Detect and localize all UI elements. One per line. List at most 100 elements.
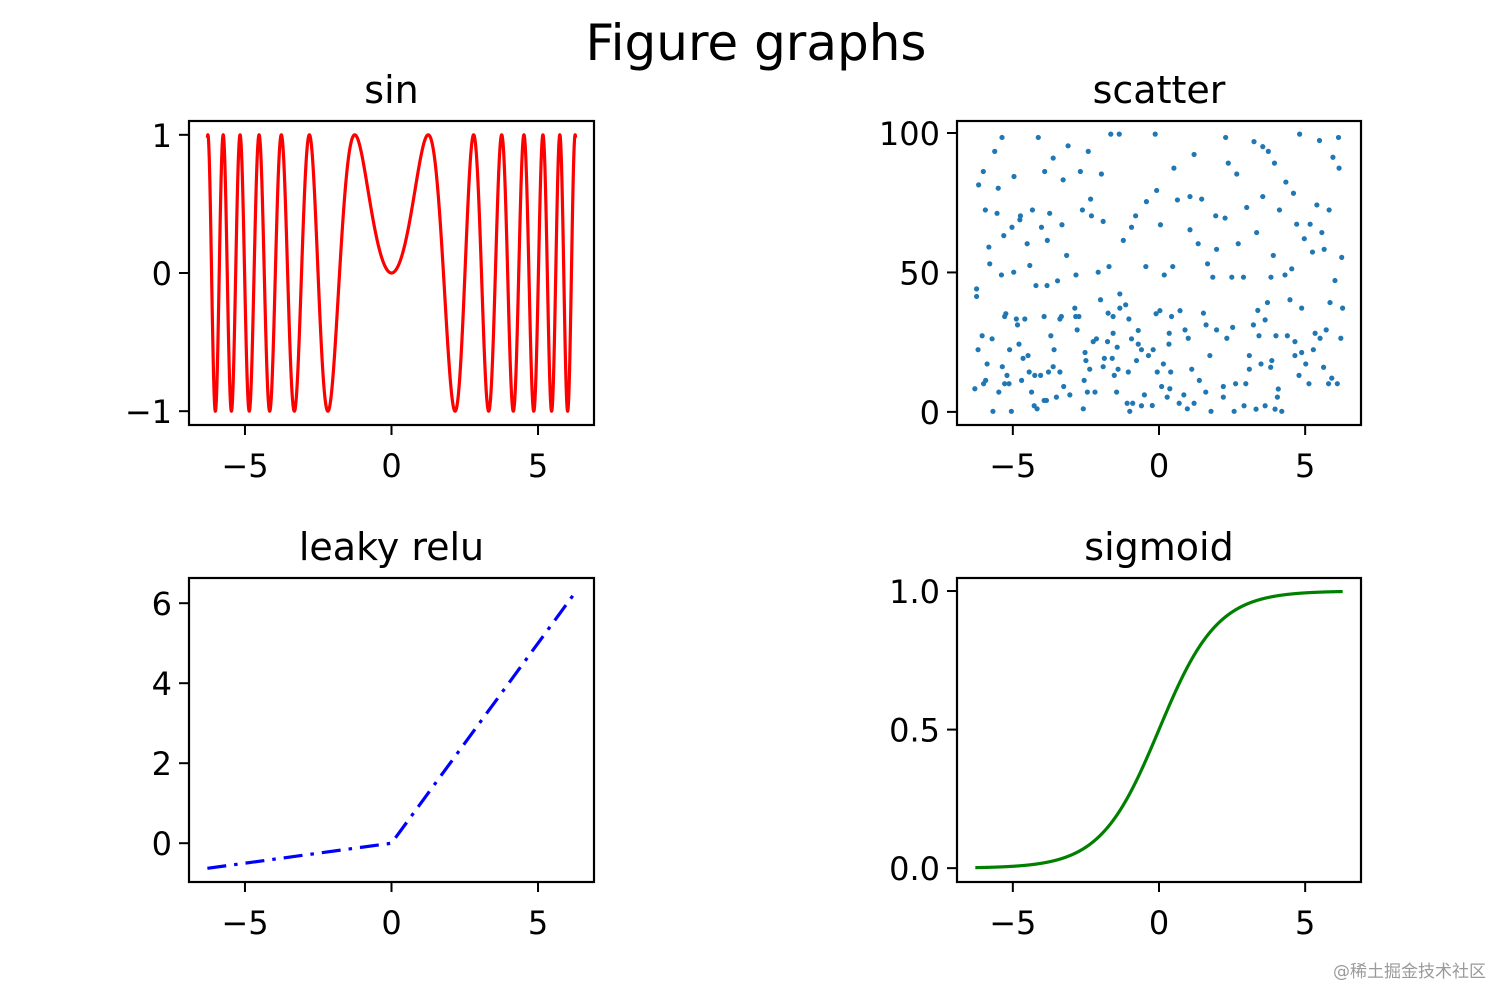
scatter-point <box>1338 335 1344 341</box>
scatter-point <box>1054 278 1061 284</box>
scatter-point <box>1317 335 1323 341</box>
scatter-point <box>1213 246 1220 252</box>
scatter-point <box>1152 131 1158 137</box>
scatter-point <box>1153 311 1159 317</box>
scatter-point <box>1042 168 1048 175</box>
scatter-point <box>1320 364 1327 370</box>
scatter-point <box>1002 313 1008 320</box>
scatter-point <box>1222 215 1228 221</box>
scatter-point <box>1166 330 1172 336</box>
scatter-point <box>1125 369 1131 375</box>
scatter-point <box>1116 131 1122 137</box>
scatter-point <box>1246 352 1252 359</box>
x-tick-label: 0 <box>381 447 401 485</box>
scatter-point <box>1231 408 1237 414</box>
scatter-point <box>1241 403 1247 409</box>
scatter-point <box>1061 383 1067 390</box>
scatter-point <box>1316 137 1323 144</box>
scatter-point <box>989 336 995 342</box>
scatter-point <box>1207 352 1213 359</box>
scatter-point <box>1059 222 1065 228</box>
x-tick-label: 0 <box>1149 447 1169 485</box>
scatter-point <box>1050 155 1056 161</box>
scatter-point <box>1114 389 1120 395</box>
scatter-point <box>987 261 993 267</box>
scatter-point <box>1191 400 1197 406</box>
scatter-point <box>1289 266 1295 272</box>
scatter-point <box>1138 347 1145 353</box>
scatter-point <box>973 286 980 292</box>
scatter-point <box>1187 227 1193 233</box>
scatter-point <box>1081 377 1087 383</box>
scatter-point <box>1174 197 1181 203</box>
scatter-point <box>1208 408 1214 414</box>
scatter-point <box>1309 249 1316 255</box>
scatter-point <box>1264 299 1271 306</box>
x-tick-label: 5 <box>528 904 548 942</box>
scatter-point <box>1310 347 1316 353</box>
scatter-point <box>1323 327 1329 333</box>
scatter-point <box>1276 207 1283 213</box>
scatter-point <box>1290 190 1297 196</box>
scatter-point <box>980 168 986 175</box>
x-tick-label: 5 <box>1295 904 1315 942</box>
scatter-point <box>1189 366 1195 372</box>
plot-area <box>205 133 578 413</box>
scatter-point <box>1274 394 1280 400</box>
scatter-point <box>981 381 987 387</box>
scatter-point <box>1224 335 1230 341</box>
y-tick-label: 0 <box>152 825 172 863</box>
scatter-point <box>1220 394 1226 400</box>
scatter-point <box>1225 160 1231 166</box>
scatter-point <box>1013 316 1019 322</box>
scatter-point <box>1191 151 1197 158</box>
scatter-point <box>1270 252 1276 259</box>
subplot-leaky-relu: leaky relu −5 0 5 0 2 4 6 <box>152 525 596 942</box>
scatter-point <box>1133 213 1139 219</box>
scatter-point <box>1100 364 1106 370</box>
scatter-point <box>1251 139 1257 145</box>
scatter-point <box>1210 274 1216 280</box>
scatter-point <box>1145 352 1152 359</box>
scatter-point <box>1265 148 1271 154</box>
scatter-point <box>1051 347 1057 353</box>
scatter-point <box>1101 355 1107 361</box>
scatter-point <box>1087 366 1093 372</box>
scatter-point <box>1115 366 1121 372</box>
scatter-point <box>1168 313 1175 320</box>
scatter-point <box>1181 392 1187 398</box>
scatter-point <box>1159 383 1165 390</box>
scatter-point <box>1268 274 1274 280</box>
scatter-point <box>975 347 981 353</box>
scatter-point <box>1339 305 1346 311</box>
scatter-point <box>1141 392 1147 398</box>
y-tick-label: 6 <box>152 585 172 623</box>
scatter-point <box>1104 339 1111 345</box>
subplot-sin: sin −5 0 5 −1 0 1 <box>125 68 596 485</box>
x-tick-label: 5 <box>528 447 548 485</box>
scatter-point <box>1154 187 1160 194</box>
scatter-point <box>1294 221 1300 227</box>
scatter-point <box>1234 171 1240 177</box>
x-tick-label: −5 <box>989 904 1036 942</box>
scatter-point <box>1127 408 1133 414</box>
scatter-point <box>1009 224 1015 230</box>
watermark: @稀土掘金技术社区 <box>1333 962 1486 982</box>
scatter-point <box>1275 386 1281 392</box>
scatter-point <box>1111 372 1117 378</box>
scatter-point <box>1154 369 1160 375</box>
x-tick-label: 0 <box>381 904 401 942</box>
scatter-point <box>1213 327 1220 333</box>
scatter-point <box>1004 372 1010 378</box>
series-line <box>973 589 1345 870</box>
scatter-point <box>1064 252 1070 259</box>
scatter-point <box>1325 381 1332 387</box>
scatter-point <box>1149 402 1155 409</box>
scatter-point <box>1230 324 1236 330</box>
scatter-point <box>1260 193 1266 200</box>
scatter-point <box>1120 237 1126 243</box>
scatter-point <box>1262 317 1268 323</box>
scatter-point <box>1038 372 1044 378</box>
scatter-point <box>1008 408 1014 414</box>
